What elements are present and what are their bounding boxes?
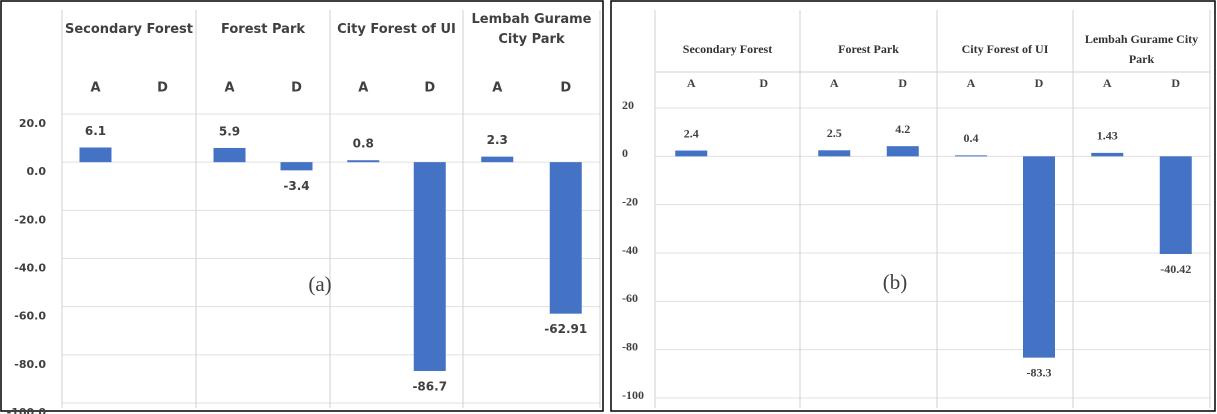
bar — [347, 160, 380, 163]
bar — [79, 147, 112, 163]
sub-category-label: D — [898, 76, 907, 90]
data-label: -83.3 — [1027, 365, 1052, 379]
group-header: Forest Park — [221, 22, 305, 37]
data-label: 0.4 — [964, 131, 979, 145]
sub-category-label: A — [90, 81, 100, 96]
y-tick-label: -80 — [622, 339, 638, 353]
sub-category-label: A — [1103, 76, 1112, 90]
bar — [1091, 152, 1124, 157]
y-tick-label: 20.0 — [19, 117, 46, 130]
data-label: 0.8 — [353, 137, 374, 151]
y-tick-label: -20.0 — [14, 213, 46, 226]
sub-category-label: A — [967, 76, 976, 90]
annotation: (b) — [883, 270, 908, 294]
data-label: 4.2 — [895, 122, 910, 136]
panel-border — [610, 0, 1216, 412]
panel-b: 20 0 -20 -40 -60 -80 -100 Secondary Forest Fores… — [610, 0, 1216, 412]
bar — [1159, 156, 1192, 255]
panel-a: 20.0 0.0 -20.0 -40.0 -60.0 -80.0 -100.0 Seconda… — [0, 0, 604, 414]
bar — [413, 162, 446, 371]
y-tick-label: -60 — [622, 291, 638, 305]
bar — [481, 156, 514, 163]
sub-category-label: A — [687, 76, 696, 90]
bar — [1023, 156, 1055, 358]
sub-category-label: D — [1171, 76, 1180, 90]
group-header: Secondary Forest — [682, 42, 773, 56]
y-tick-label: -100.0 — [7, 406, 47, 414]
group-header: Lembah Gurame City Park — [471, 12, 592, 47]
group-header: Forest Park — [838, 42, 899, 56]
bar — [549, 162, 582, 314]
group-header-box: Secondary Forest — [64, 22, 194, 37]
bar — [955, 155, 987, 157]
y-tick-label: -20 — [622, 194, 638, 208]
bar — [213, 147, 246, 163]
sub-category-label: D — [560, 81, 571, 96]
bar — [886, 146, 919, 157]
group-header-box: Forest Park — [838, 42, 899, 56]
y-tick-label: 0 — [622, 146, 628, 160]
group-header-box: Lembah Gurame City Park — [471, 12, 592, 47]
bar — [280, 162, 313, 171]
y-tick-label: -80.0 — [14, 358, 46, 371]
bar — [675, 150, 708, 157]
sub-category-label: A — [224, 81, 234, 96]
data-label: 2.5 — [827, 126, 842, 140]
data-label: 1.43 — [1097, 129, 1118, 143]
y-tick-label: -40 — [622, 243, 638, 257]
y-tick-label: 0.0 — [27, 165, 47, 178]
group-header: Lembah Gurame City Park — [1084, 32, 1199, 66]
group-header: City Forest of UI — [961, 42, 1049, 56]
sub-category-label: D — [1035, 76, 1044, 90]
data-label: -3.4 — [283, 179, 309, 193]
data-label: -86.7 — [412, 379, 447, 393]
bar — [818, 150, 851, 157]
group-header-box: Secondary Forest — [682, 42, 773, 56]
sub-category-label: D — [424, 81, 435, 96]
group-header-box: City Forest of UI — [961, 42, 1049, 56]
group-header: Secondary Forest — [64, 22, 194, 37]
group-header: City Forest of UI — [337, 22, 456, 37]
sub-category-label: D — [759, 76, 768, 90]
y-tick-label: -60.0 — [14, 310, 46, 323]
sub-category-label: A — [830, 76, 839, 90]
data-label: -40.42 — [1160, 262, 1191, 276]
data-label: 2.4 — [684, 126, 699, 140]
data-label: 6.1 — [85, 124, 106, 138]
group-header-box: Forest Park — [221, 22, 305, 37]
y-tick-label: -40.0 — [14, 262, 46, 275]
data-label: 5.9 — [219, 124, 240, 138]
annotation: (a) — [308, 272, 331, 296]
y-tick-label: 20 — [622, 98, 634, 112]
data-label: 2.3 — [487, 133, 508, 147]
y-tick-label: -100 — [622, 388, 644, 402]
sub-category-label: A — [358, 81, 368, 96]
data-label: -62.91 — [544, 322, 587, 336]
sub-category-label: D — [291, 81, 302, 96]
group-header-box: City Forest of UI — [337, 22, 456, 37]
panel-border — [0, 0, 604, 412]
sub-category-label: A — [492, 81, 502, 96]
group-header-box: Lembah Gurame City Park — [1084, 32, 1199, 66]
sub-category-label: D — [157, 81, 168, 96]
